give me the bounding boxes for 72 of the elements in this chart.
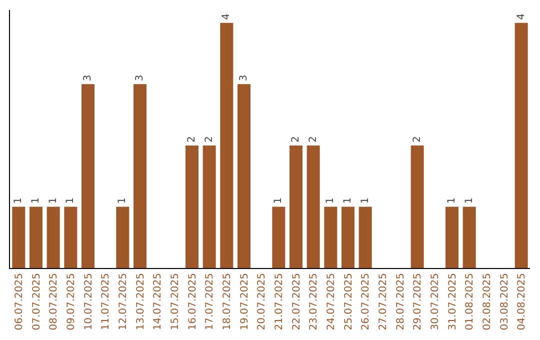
x-tick-label: 16.07.2025 [187, 273, 198, 330]
data-label: 2 [412, 136, 423, 142]
x-tick-label: 26.07.2025 [360, 273, 372, 330]
bar [82, 84, 94, 268]
x-tick-label: 09.07.2025 [66, 273, 77, 330]
bar [462, 206, 476, 268]
data-label: 1 [13, 197, 24, 204]
bar [358, 206, 372, 268]
x-tick-label: 31.07.2025 [447, 273, 458, 330]
x-tick-label: 20.07.2025 [256, 273, 268, 330]
x-tick-label: 10.07.2025 [83, 273, 94, 330]
x-tick-label: 17.07.2025 [204, 273, 216, 330]
bar [12, 206, 26, 268]
bar [220, 22, 234, 268]
data-label: 4 [516, 14, 527, 20]
data-label: 1 [117, 197, 128, 204]
data-label: 1 [65, 197, 76, 204]
bar [64, 206, 78, 268]
bar [306, 145, 320, 268]
data-label: 1 [48, 197, 59, 204]
x-tick-label: 07.07.2025 [31, 273, 42, 330]
x-tick-label: 11.07.2025 [100, 273, 112, 330]
x-tick-label: 04.08.2025 [516, 273, 528, 330]
x-tick-label: 14.07.2025 [152, 273, 164, 330]
x-tick-label: 22.07.2025 [291, 273, 302, 330]
x-tick-label: 29.07.2025 [412, 273, 424, 330]
bar [446, 206, 458, 268]
bar [324, 206, 338, 268]
data-label: 3 [238, 74, 250, 82]
x-tick-label: 15.07.2025 [170, 273, 181, 330]
x-tick-label: 19.07.2025 [239, 273, 250, 330]
x-tick-label: 27.07.2025 [378, 273, 389, 330]
bar [116, 206, 130, 268]
x-tick-label: 12.07.2025 [118, 273, 129, 330]
data-label: 1 [342, 197, 354, 204]
bar [238, 84, 250, 268]
x-tick-label: 02.08.2025 [482, 273, 493, 330]
data-label: 1 [360, 197, 371, 204]
bar [202, 145, 216, 268]
data-label: 1 [30, 197, 42, 204]
data-label: 1 [273, 197, 284, 204]
bar [342, 206, 354, 268]
data-label: 1 [446, 197, 458, 204]
x-tick-label: 21.07.2025 [274, 273, 285, 330]
data-label: 1 [325, 197, 336, 204]
x-tick-label: 30.07.2025 [430, 273, 441, 330]
data-label: 1 [464, 197, 475, 204]
bar [272, 206, 286, 268]
x-tick-label: 28.07.2025 [395, 273, 406, 330]
x-tick-label: 13.07.2025 [135, 273, 146, 330]
x-tick-label: 01.08.2025 [464, 273, 476, 330]
data-label: 3 [82, 74, 94, 82]
bar [134, 84, 146, 268]
x-tick-label: 06.07.2025 [14, 273, 25, 330]
bar [46, 206, 60, 268]
x-tick-label: 18.07.2025 [222, 273, 233, 330]
bar [186, 145, 198, 268]
bar [290, 145, 302, 268]
x-tick-label: 25.07.2025 [343, 273, 354, 330]
data-label: 2 [308, 136, 319, 142]
data-label: 3 [134, 74, 146, 82]
bar [410, 145, 424, 268]
data-label: 2 [290, 136, 302, 142]
x-tick-label: 03.08.2025 [499, 273, 510, 330]
bar [514, 22, 528, 268]
data-label: 2 [186, 136, 198, 142]
data-label: 2 [204, 136, 215, 142]
x-tick-label: 24.07.2025 [326, 273, 337, 330]
x-tick-label: 23.07.2025 [308, 273, 320, 330]
data-label: 4 [221, 14, 232, 20]
bar [30, 206, 42, 268]
x-tick-label: 08.07.2025 [48, 273, 60, 330]
